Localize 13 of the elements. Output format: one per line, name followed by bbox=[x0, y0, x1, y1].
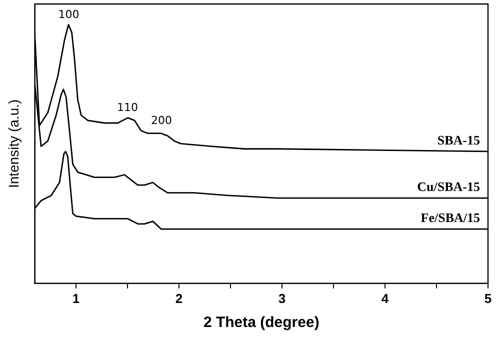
series-label: Fe/SBA/15 bbox=[420, 210, 480, 225]
x-tick-label: 5 bbox=[484, 290, 492, 306]
annotation: 200 bbox=[150, 114, 172, 128]
y-axis-title: Intensity (a.u.) bbox=[5, 99, 22, 188]
annotation: 110 bbox=[117, 101, 138, 114]
x-tick-label: 4 bbox=[381, 290, 390, 306]
series-label: SBA-15 bbox=[437, 132, 480, 148]
series-label: Cu/SBA-15 bbox=[417, 178, 480, 194]
x-tick-label: 1 bbox=[72, 290, 80, 306]
annotation: 100 bbox=[58, 8, 80, 22]
x-tick-label: 2 bbox=[175, 290, 183, 306]
x-tick-label: 3 bbox=[278, 290, 286, 306]
x-axis-title: 2 Theta (degree) bbox=[203, 314, 320, 332]
